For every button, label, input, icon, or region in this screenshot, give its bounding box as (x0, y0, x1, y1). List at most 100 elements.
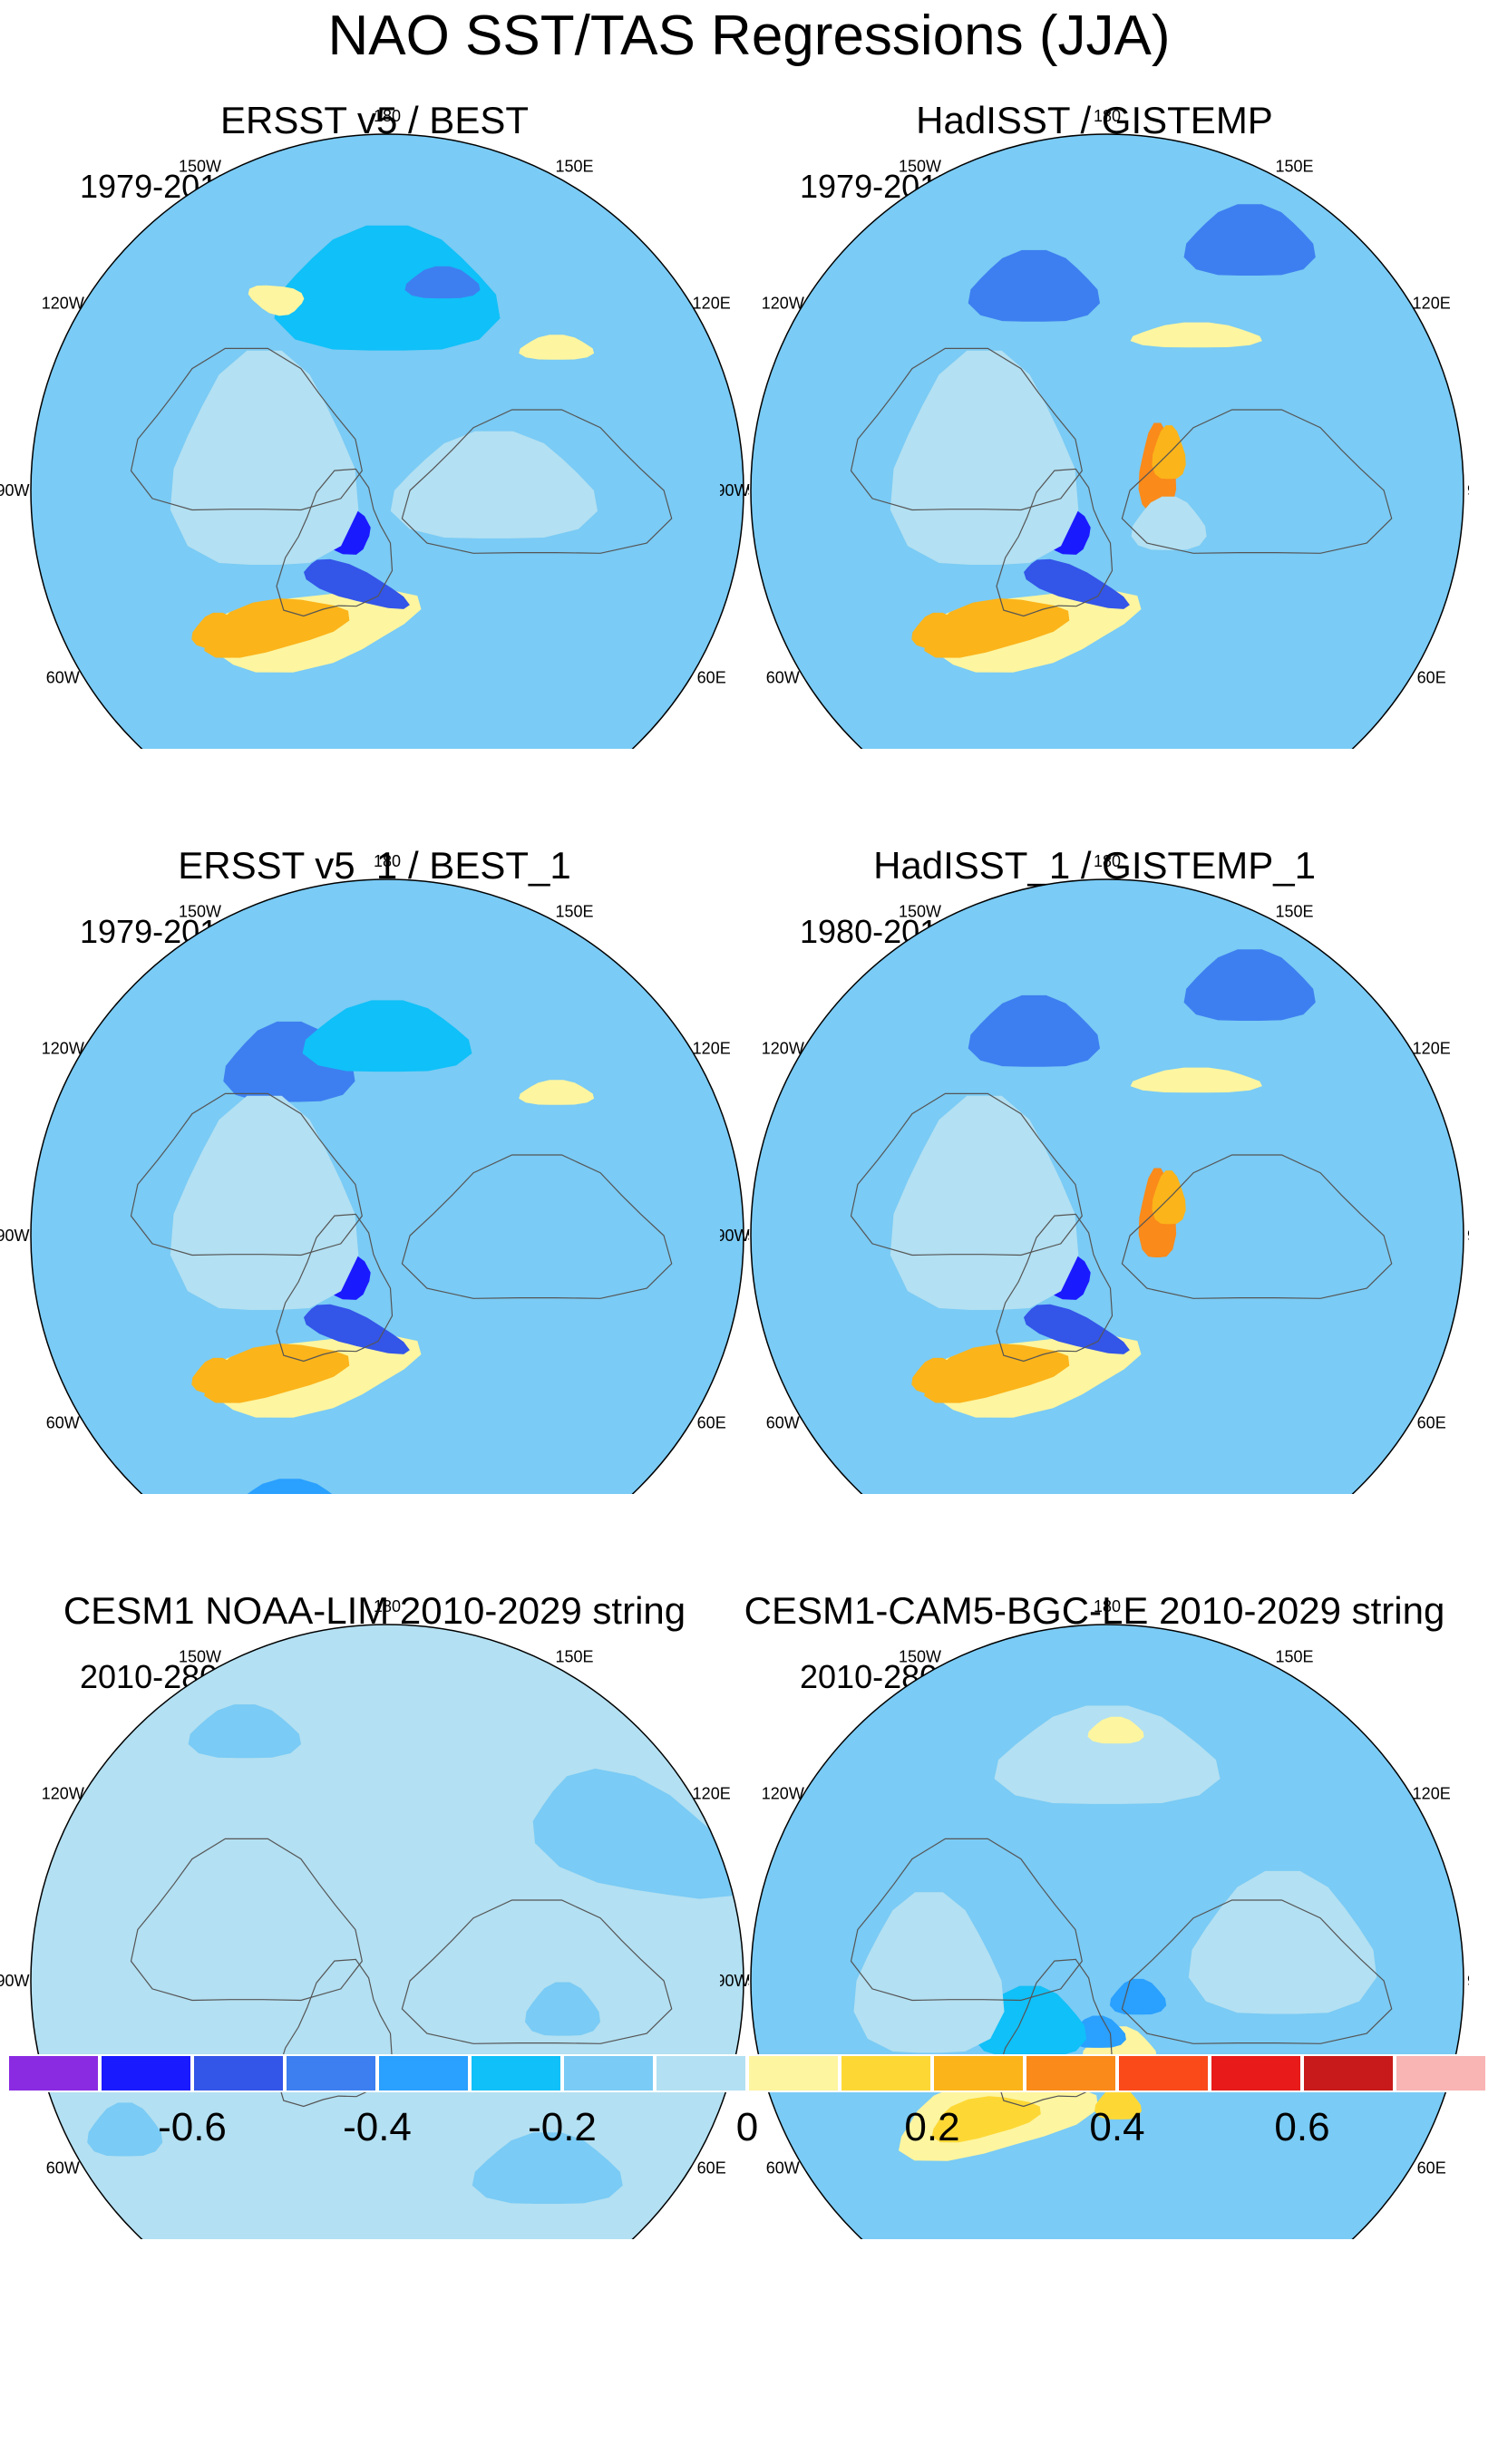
longitude-label: 90W (0, 481, 30, 500)
anomaly-region (968, 249, 1100, 322)
longitude-label: 90E (747, 1227, 749, 1245)
anomaly-region (304, 1304, 410, 1354)
longitude-label: 60W (46, 1414, 80, 1432)
longitude-label: 60E (1417, 2159, 1446, 2178)
anomaly-region (1152, 425, 1186, 480)
longitude-label: 90E (747, 1972, 749, 1990)
coastline (1121, 1899, 1393, 2044)
map-boundary (30, 133, 744, 749)
map-boundary (750, 1624, 1464, 2239)
coastline (996, 468, 1114, 617)
colorbar-swatch (1395, 2054, 1487, 2092)
longitude-label: 60E (697, 1414, 726, 1432)
anomaly-region (304, 558, 410, 609)
longitude-label: 150E (1275, 1647, 1313, 1665)
colorbar-swatch (192, 2054, 285, 2092)
longitude-label: 90W (720, 1972, 750, 1990)
map-panel-3: ERSST v5_1 / BEST_1 1979-2017 180 150E 120… (0, 745, 749, 1494)
anomaly-region (1183, 949, 1316, 1021)
anomaly-region (188, 1704, 301, 1759)
colorbar-swatch (932, 2054, 1025, 2092)
anomaly-region (1188, 1870, 1377, 2014)
longitude-label: 60E (1417, 1414, 1446, 1432)
anomaly-region (472, 2132, 623, 2204)
longitude-label: 150E (1275, 157, 1313, 175)
longitude-label: 150E (555, 157, 593, 175)
anomaly-region (170, 350, 359, 565)
anomaly-region (170, 1095, 359, 1310)
anomaly-region (525, 1982, 600, 2036)
longitude-label: 120W (762, 1040, 804, 1058)
coastline (401, 409, 673, 554)
polar-map: 180150E120E90E60E30E030W60W90W120W150W (720, 107, 1469, 749)
polar-map: 180150E120E90E60E30E030W60W90W120W150W (0, 852, 749, 1494)
coastline (130, 347, 363, 511)
longitude-label: 150E (555, 902, 593, 920)
longitude-label: 90W (720, 481, 750, 500)
longitude-label: 150E (555, 1647, 593, 1665)
anomaly-region (911, 612, 965, 649)
longitude-label: 180 (374, 1597, 401, 1615)
anomaly-region (519, 1080, 595, 1105)
longitude-label: 120E (1413, 1040, 1451, 1058)
anomaly-region (911, 1357, 965, 1394)
anomaly-region (191, 1357, 245, 1394)
anomaly-region (1183, 204, 1316, 276)
longitude-label: 150W (179, 902, 221, 920)
longitude-label: 150W (899, 902, 941, 920)
longitude-label: 90W (0, 1972, 30, 1990)
longitude-label: 150W (899, 1647, 941, 1665)
colorbar-swatch (1302, 2054, 1395, 2092)
figure-title: NAO SST/TAS Regressions (JJA) (327, 5, 1171, 67)
coastline (850, 1838, 1083, 2002)
anomaly-region (404, 266, 481, 299)
anomaly-region (1024, 558, 1130, 609)
coastline (276, 1958, 394, 2108)
longitude-label: 150W (179, 1647, 221, 1665)
longitude-label: 60W (46, 2159, 80, 2178)
anomaly-region (1130, 1067, 1262, 1093)
anomaly-region (1094, 2087, 1142, 2120)
colorbar-swatch (377, 2054, 470, 2092)
colorbar-swatch (1025, 2054, 1117, 2092)
coastline (130, 1092, 363, 1256)
colorbar-label: 0.4 (1089, 2105, 1145, 2149)
longitude-label: 60W (46, 669, 80, 687)
longitude-label: 60E (697, 669, 726, 687)
map-boundary (750, 133, 1464, 749)
longitude-label: 120W (42, 1785, 84, 1803)
longitude-label: 180 (1094, 1597, 1121, 1615)
longitude-label: 90W (0, 1227, 30, 1245)
anomaly-region (931, 2096, 1041, 2143)
map-boundary (750, 878, 1464, 1494)
longitude-label: 120E (693, 1785, 731, 1803)
longitude-label: 180 (1094, 107, 1121, 125)
anomaly-region (1087, 1716, 1144, 1744)
polar-map: 180150E120E90E60E30E030W60W90W120W150W (720, 1597, 1469, 2239)
longitude-label: 90E (747, 481, 749, 500)
colorbar-label: 0.2 (904, 2105, 960, 2149)
colorbar-swatch (747, 2054, 840, 2092)
coastline (276, 468, 394, 617)
anomaly-region (302, 1000, 472, 1072)
colorbar (7, 2054, 1487, 2096)
map-panel-5: CESM1 NOAA-LIM 2010-2029 string 2010-280… (0, 1490, 749, 2239)
colorbar-swatch (1210, 2054, 1302, 2092)
longitude-label: 150W (179, 157, 221, 175)
longitude-label: 120E (1413, 1785, 1451, 1803)
longitude-label: 180 (374, 852, 401, 870)
longitude-label: 60W (766, 2159, 800, 2178)
longitude-label: 90E (1467, 1227, 1469, 1245)
longitude-label: 90E (1467, 481, 1469, 500)
longitude-label: 120W (762, 295, 804, 313)
colorbar-label: 0.6 (1274, 2105, 1330, 2149)
map-boundary (30, 1624, 744, 2239)
polar-map: 180150E120E90E60E30E030W60W90W120W150W (0, 1597, 749, 2239)
anomaly-region (248, 285, 305, 316)
base-field (751, 879, 1464, 1494)
anomaly-region (1130, 322, 1262, 348)
colorbar-swatch (655, 2054, 747, 2092)
coastline (276, 1213, 394, 1363)
map-panel-1: ERSST v5 / BEST 1979-2017 180150E120E90E… (0, 0, 749, 749)
map-panel-6: CESM1-CAM5-BGC-LE 2010-2029 string 2010-… (720, 1490, 1469, 2239)
